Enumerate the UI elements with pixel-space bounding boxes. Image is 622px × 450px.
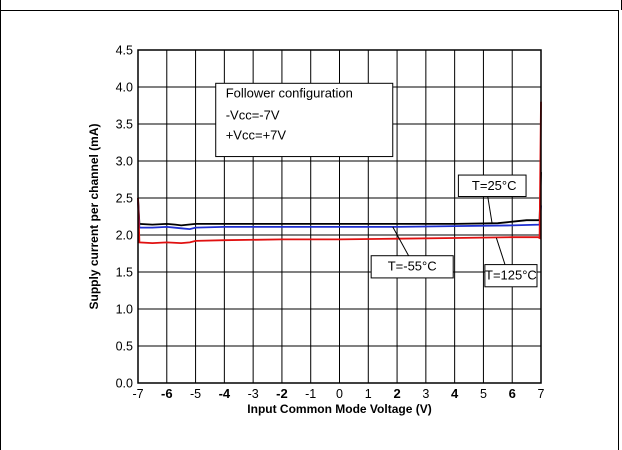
x-tick-label: 1 <box>365 387 372 401</box>
label-t25-box <box>457 174 527 198</box>
x-tick-labels: -7 -6 -5 -4 -3 -2 -1 0 1 2 3 4 5 6 7 <box>132 386 544 401</box>
series-line-2 <box>137 101 542 245</box>
label-tm55-text: T=-55°C <box>388 259 437 274</box>
x-tick-label: -3 <box>248 387 259 401</box>
label-t25-text: T=25°C <box>472 178 517 193</box>
series-line-0 <box>137 172 542 227</box>
figure-frame <box>0 10 619 450</box>
label-t125-text: T=125°C <box>485 267 537 282</box>
y-tick-label: 3.5 <box>116 118 133 132</box>
label-t125: T=125°C <box>484 237 538 288</box>
series-line-1 <box>137 201 542 231</box>
y-tick-label: 3.0 <box>116 155 133 169</box>
x-tick-label: 5 <box>480 387 487 401</box>
y-tick-label: 4.5 <box>116 44 133 58</box>
x-tick-label: 0 <box>336 387 343 401</box>
label-t25-pointer <box>487 196 493 224</box>
series-lines <box>137 101 542 245</box>
x-tick-label: -7 <box>132 387 143 401</box>
label-t125-box <box>484 264 538 288</box>
x-tick-label: -4 <box>219 386 231 401</box>
y-tick-label: 0.0 <box>116 377 133 391</box>
y-tick-label: 1.5 <box>116 266 133 280</box>
x-tick-label: 7 <box>538 387 545 401</box>
label-t25: T=25°C <box>457 174 527 224</box>
label-tm55-pointer <box>392 226 410 256</box>
config-annotation: Follower configuration -Vcc=-7V +Vcc=+7V <box>215 82 394 158</box>
x-tick-label: -2 <box>276 386 288 401</box>
x-axis-label: Input Common Mode Voltage (V) <box>247 402 431 416</box>
x-tick-label: 6 <box>509 386 516 401</box>
y-tick-label: 4.0 <box>116 81 133 95</box>
x-tick-label: -5 <box>190 387 201 401</box>
label-tm55: T=-55°C <box>370 226 454 279</box>
y-axis-label: Supply current per channel (mA) <box>87 123 101 309</box>
frame-border-left <box>0 0 11 10</box>
label-t125-pointer <box>495 237 506 265</box>
y-tick-label: 0.5 <box>116 340 133 354</box>
config-box <box>215 82 394 158</box>
x-tick-label: -6 <box>161 386 173 401</box>
x-tick-label: -1 <box>305 387 316 401</box>
y-tick-label: 2.0 <box>116 229 133 243</box>
label-tm55-box <box>370 255 454 279</box>
config-line-3: +Vcc=+7V <box>226 128 287 143</box>
plot-border <box>137 49 542 384</box>
x-tick-label: 3 <box>422 387 429 401</box>
x-tick-label: 4 <box>451 386 459 401</box>
y-tick-labels: 0.0 0.5 1.0 1.5 2.0 2.5 3.0 3.5 4.0 4.5 <box>116 44 133 391</box>
config-line-2: -Vcc=-7V <box>226 108 280 123</box>
y-tick-label: 1.0 <box>116 303 133 317</box>
config-line-1: Follower configuration <box>226 85 353 100</box>
y-tick-label: 2.5 <box>116 192 133 206</box>
x-tick-label: 2 <box>393 386 400 401</box>
